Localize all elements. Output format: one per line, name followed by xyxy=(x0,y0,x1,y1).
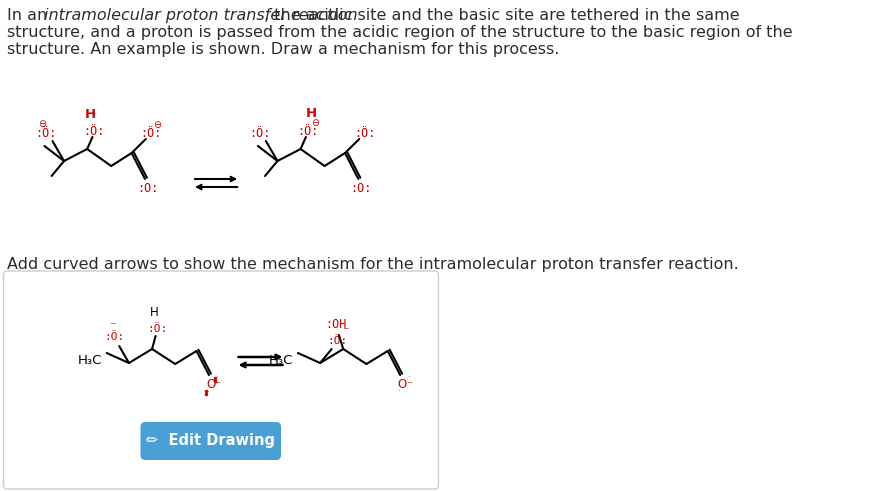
Text: :Ö:: :Ö: xyxy=(83,125,105,137)
Text: H: H xyxy=(149,306,158,320)
Text: ⊖: ⊖ xyxy=(311,118,319,128)
Text: intramolecular proton transfer reaction: intramolecular proton transfer reaction xyxy=(45,8,358,23)
Text: ⊖: ⊖ xyxy=(154,120,162,130)
Text: :OH: :OH xyxy=(325,319,347,331)
Text: H₃C: H₃C xyxy=(78,355,102,367)
Text: ✏  Edit Drawing: ✏ Edit Drawing xyxy=(147,434,275,448)
Text: In an: In an xyxy=(7,8,53,23)
Text: :Ö:: :Ö: xyxy=(36,127,57,139)
Text: structure. An example is shown. Draw a mechanism for this process.: structure. An example is shown. Draw a m… xyxy=(7,42,560,57)
Text: H₃C: H₃C xyxy=(268,355,293,367)
Text: ·: · xyxy=(397,387,400,397)
Text: :Ö:: :Ö: xyxy=(249,127,270,139)
Text: ⁻: ⁻ xyxy=(406,380,412,392)
Text: Add curved arrows to show the mechanism for the intramolecular proton transfer r: Add curved arrows to show the mechanism … xyxy=(7,257,738,272)
Text: ⊖: ⊖ xyxy=(38,119,46,129)
Text: ⁻: ⁻ xyxy=(342,326,350,338)
Text: O: O xyxy=(397,378,407,390)
Text: :Ö:: :Ö: xyxy=(105,332,125,342)
Text: H: H xyxy=(306,107,316,119)
Text: ·: · xyxy=(215,374,217,382)
Text: :Ö:: :Ö: xyxy=(354,127,375,139)
FancyBboxPatch shape xyxy=(140,422,281,460)
Text: ⁻: ⁻ xyxy=(109,321,115,333)
FancyBboxPatch shape xyxy=(4,271,438,489)
Text: ·: · xyxy=(206,388,208,398)
Text: :Ö:: :Ö: xyxy=(140,127,162,139)
Text: :O:: :O: xyxy=(137,182,158,194)
Text: H: H xyxy=(85,108,97,120)
Text: , the acidic site and the basic site are tethered in the same: , the acidic site and the basic site are… xyxy=(264,8,739,23)
Text: structure, and a proton is passed from the acidic region of the structure to the: structure, and a proton is passed from t… xyxy=(7,25,793,40)
Text: :O:: :O: xyxy=(350,182,372,194)
Text: :Ö:: :Ö: xyxy=(148,324,167,334)
Text: ·: · xyxy=(407,374,409,382)
Text: :Ö:: :Ö: xyxy=(328,336,348,346)
Text: O: O xyxy=(207,378,215,390)
Text: :Ö:: :Ö: xyxy=(297,125,318,137)
Text: ⁻: ⁻ xyxy=(214,380,220,392)
